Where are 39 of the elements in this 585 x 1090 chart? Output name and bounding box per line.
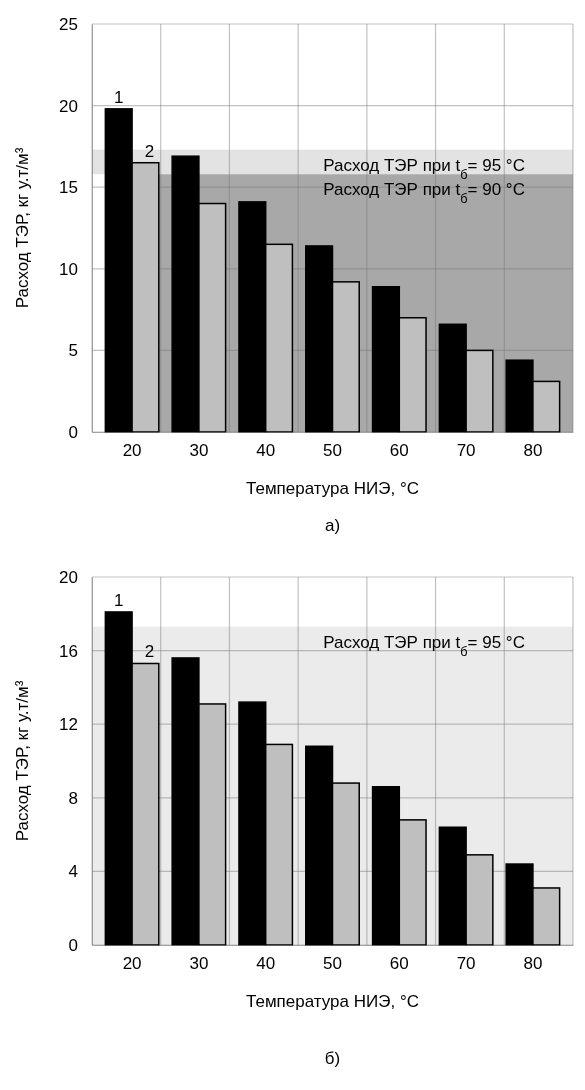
- y-tick-label: 0: [68, 935, 78, 955]
- x-axis-title: Температура НИЭ, °C: [246, 479, 419, 498]
- band-label: Расход ТЭР при t$_{б}$= 90 °C: [323, 180, 525, 206]
- x-tick-label: 40: [256, 441, 276, 461]
- y-tick-label: 5: [68, 341, 78, 361]
- text: б): [323, 1048, 342, 1070]
- y-axis-title: Расход ТЭР, кг у.т/м³: [13, 147, 32, 309]
- series-label: 1: [113, 590, 124, 610]
- band-label: Расход ТЭР при t$_{б}$= 95 °C: [323, 632, 525, 659]
- x-tick-label: 50: [323, 954, 342, 974]
- x-tick-label: 50: [323, 441, 342, 461]
- x-tick-label: 20: [122, 441, 142, 461]
- y-axis-title: Расход ТЭР, кг у.т/м³: [13, 680, 32, 842]
- text: а): [323, 515, 342, 537]
- y-tick-label: 8: [68, 788, 78, 808]
- series-label: 1: [113, 87, 124, 107]
- x-tick-label: 40: [256, 954, 276, 974]
- y-tick-label: 20: [59, 567, 78, 587]
- x-tick-label: 30: [189, 441, 209, 461]
- y-tick-label: 10: [59, 259, 78, 279]
- y-tick-label: 15: [59, 178, 78, 198]
- series-label: 2: [144, 642, 155, 662]
- x-tick-label: 70: [456, 954, 476, 974]
- y-tick-label: 16: [59, 641, 78, 661]
- x-tick-label: 30: [189, 954, 209, 974]
- y-tick-label: 12: [59, 715, 78, 735]
- y-tick-label: 20: [59, 96, 78, 116]
- y-tick-label: 4: [68, 862, 78, 882]
- band-label: Расход ТЭР при t$_{б}$= 95 °C: [323, 155, 525, 182]
- x-tick-label: 80: [523, 954, 543, 974]
- x-tick-label: 60: [389, 954, 409, 974]
- x-tick-label: 80: [523, 441, 543, 461]
- x-axis-title: Температура НИЭ, °C: [246, 992, 419, 1011]
- series-label: 2: [144, 141, 155, 161]
- x-tick-label: 20: [122, 954, 142, 974]
- y-tick-label: 25: [59, 14, 78, 34]
- y-tick-label: 0: [68, 422, 78, 442]
- x-tick-label: 70: [456, 441, 476, 461]
- x-tick-label: 60: [389, 441, 409, 461]
